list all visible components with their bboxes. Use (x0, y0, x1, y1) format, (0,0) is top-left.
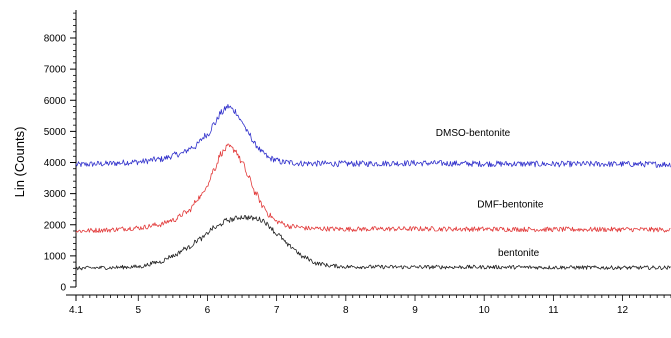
y-tick-label: 5000 (44, 127, 67, 138)
series-line-dmf-bentonite (75, 143, 671, 233)
x-tick-label: 12 (617, 305, 629, 316)
y-tick-label: 3000 (44, 189, 67, 200)
series-group (75, 104, 671, 271)
series-line-dmso-bentonite (75, 104, 671, 168)
axes: 0 1000 2000 3000 4000 5000 6000 7000 8000 4.1 5 6 7 8… (44, 10, 671, 316)
x-tick-label: 4.1 (69, 305, 83, 316)
x-tick-label: 5 (135, 305, 141, 316)
y-axis-label: Lin (Counts) (12, 127, 27, 198)
series-label-bentonite: bentonite (498, 248, 540, 259)
x-tick-label: 7 (274, 305, 280, 316)
x-tick-label: 10 (479, 305, 491, 316)
x-tick-label: 11 (548, 305, 559, 316)
y-tick-label: 6000 (44, 96, 67, 107)
x-tick-label: 6 (205, 305, 211, 316)
x-tick-label: 8 (343, 305, 349, 316)
y-tick-label: 8000 (44, 34, 67, 45)
series-labels: DMSO-bentonite DMF-bentonite bentonite (436, 128, 544, 259)
x-tick-label: 9 (412, 305, 418, 316)
series-label-dmso-bentonite: DMSO-bentonite (436, 128, 511, 139)
series-line-bentonite (75, 215, 671, 271)
series-label-dmf-bentonite: DMF-bentonite (477, 200, 544, 211)
y-tick-label: 2000 (44, 220, 67, 231)
y-tick-label: 1000 (44, 251, 67, 262)
y-tick-label: 0 (60, 283, 66, 294)
y-tick-label: 7000 (44, 65, 67, 76)
y-tick-label: 4000 (44, 158, 67, 169)
